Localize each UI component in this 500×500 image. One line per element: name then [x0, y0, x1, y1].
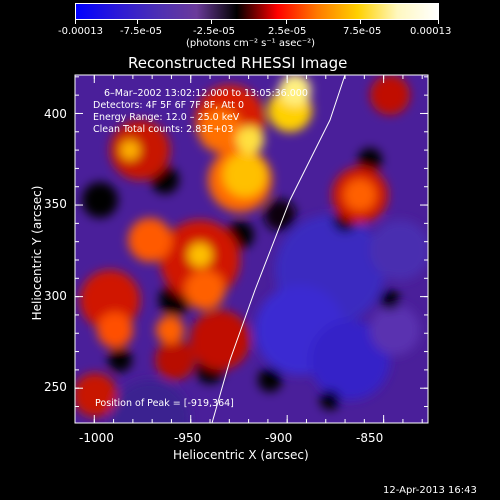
- colorbar-tick-label-4: 7.5e-05: [343, 26, 382, 37]
- info-line-0: 6–Mar–2002 13:02:12.000 to 13:05:36.000: [104, 88, 308, 99]
- x-tick-label-900: -900: [265, 431, 293, 445]
- y-tick-label-350: 350: [44, 197, 67, 211]
- solar-limb: [211, 75, 346, 423]
- y-tick-label-300: 300: [44, 289, 67, 303]
- colorbar-tick-4: [360, 20, 361, 24]
- intensity-blob: [82, 182, 118, 218]
- intensity-blob: [223, 153, 267, 197]
- intensity-blob: [185, 270, 225, 310]
- intensity-blob: [190, 310, 250, 370]
- plot-title: Reconstructed RHESSI Image: [128, 54, 348, 72]
- x-axis-title: Heliocentric X (arcsec): [173, 448, 309, 462]
- colorbar-tick-0: [75, 20, 76, 24]
- axis-ticks: [75, 75, 428, 423]
- y-axis-title: Heliocentric Y (arcsec): [30, 185, 44, 321]
- colorbar-tick-2: [211, 20, 212, 24]
- peak-position-label: Position of Peak = [-919,364]: [95, 398, 234, 409]
- intensity-blob: [128, 218, 172, 262]
- intensity-blob: [370, 75, 410, 115]
- colorbar-tick-label-1: -7.5e-05: [120, 26, 162, 37]
- colorbar-unit-label: (photons cm⁻² s⁻¹ asec⁻²): [186, 38, 316, 49]
- intensity-blob: [344, 179, 376, 211]
- intensity-blob: [188, 243, 212, 267]
- intensity-blob: [75, 373, 117, 417]
- colorbar-tick-label-5: 0.00013: [410, 26, 452, 37]
- info-line-1: Detectors: 4F 5F 6F 7F 8F, Att 0: [93, 100, 245, 111]
- intensity-blob: [320, 390, 340, 410]
- intensity-blob: [264, 199, 296, 231]
- intensity-blob: [97, 312, 133, 348]
- colorbar-tick-label-0: -0.00013: [58, 26, 103, 37]
- intensity-blob: [380, 290, 400, 310]
- x-tick-label-950: -950: [174, 431, 202, 445]
- intensity-blob: [370, 220, 428, 280]
- x-tick-label-1000: -1000: [79, 431, 114, 445]
- plot-frame: [74, 74, 429, 424]
- colorbar-tick-label-3: 2.5e-05: [268, 26, 307, 37]
- intensity-blob: [108, 348, 132, 372]
- intensity-blob: [358, 148, 382, 172]
- intensity-blob: [236, 126, 264, 154]
- colorbar: [75, 3, 439, 20]
- y-tick-label-400: 400: [44, 107, 67, 121]
- intensity-blob: [310, 320, 390, 400]
- intensity-blob: [370, 305, 420, 355]
- colorbar-tick-label-2: -2.5e-05: [193, 26, 235, 37]
- colorbar-tick-1: [137, 20, 138, 24]
- intensity-blob: [155, 340, 195, 380]
- timestamp: 12-Apr-2013 16:43: [383, 485, 477, 496]
- colorbar-tick-5: [438, 20, 439, 24]
- x-tick-label-850: -850: [356, 431, 384, 445]
- intensity-blob: [258, 368, 282, 392]
- info-line-3: Clean Total counts: 2.83E+03: [93, 124, 234, 135]
- intensity-blob: [198, 108, 242, 152]
- y-tick-label-250: 250: [44, 380, 67, 394]
- intensity-blob: [80, 270, 140, 330]
- info-line-2: Energy Range: 12.0 – 25.0 keV: [93, 112, 240, 123]
- intensity-blob: [156, 316, 184, 344]
- colorbar-gradient: [76, 4, 438, 19]
- colorbar-tick-3: [286, 20, 287, 24]
- intensity-blob: [110, 380, 190, 423]
- intensity-blob: [120, 140, 140, 160]
